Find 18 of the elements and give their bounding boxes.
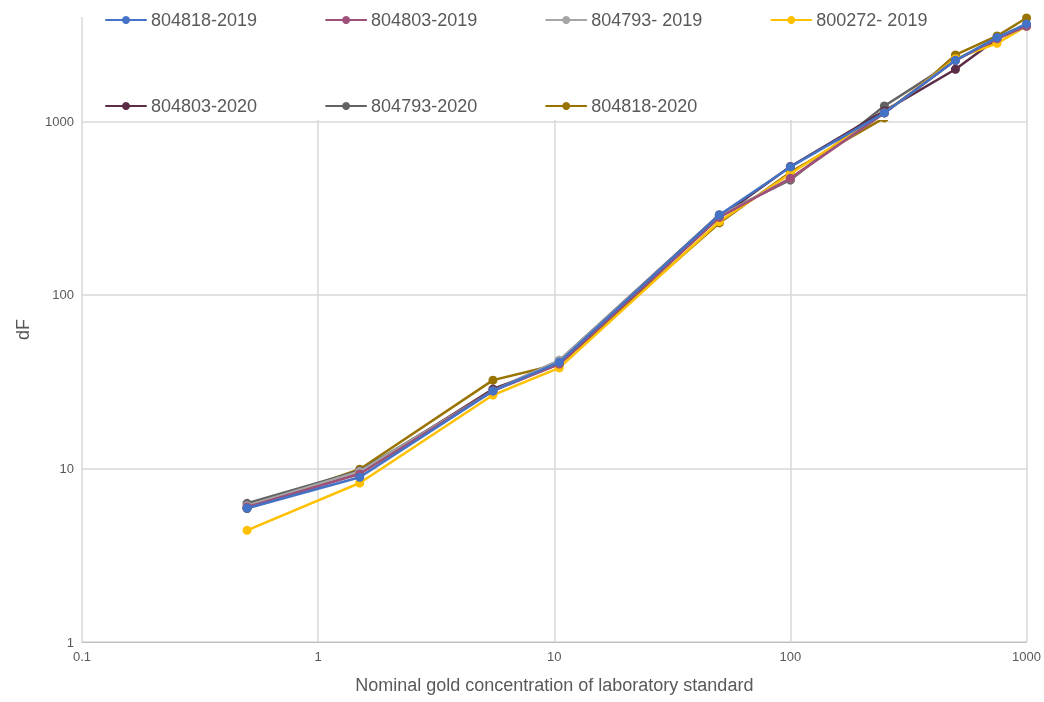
legend-label: 804793-2020 — [371, 96, 478, 116]
y-tick-label: 100 — [52, 287, 74, 303]
legend-label: 800272- 2019 — [816, 10, 928, 30]
x-tick-label: 1 — [314, 649, 322, 664]
legend-label: 804818-2019 — [151, 10, 258, 30]
y-tick-label: 1000 — [45, 113, 74, 129]
y-tick-label: 1 — [66, 634, 74, 650]
legend-label: 804793- 2019 — [591, 10, 703, 30]
legend-label: 804818-2020 — [591, 96, 698, 116]
x-tick-label: 10 — [547, 649, 562, 664]
y-axis-title: dF — [13, 318, 33, 341]
legend-label: 804803-2020 — [151, 96, 258, 116]
y-tick-label: 10 — [59, 460, 74, 476]
x-tick-label: 100 — [779, 649, 802, 664]
x-tick-label: 1000 — [1012, 649, 1041, 664]
x-axis-title: Nominal gold concentration of laboratory standard — [355, 675, 754, 695]
x-tick-label: 0.1 — [72, 649, 92, 664]
legend-label: 804803-2019 — [371, 10, 478, 30]
